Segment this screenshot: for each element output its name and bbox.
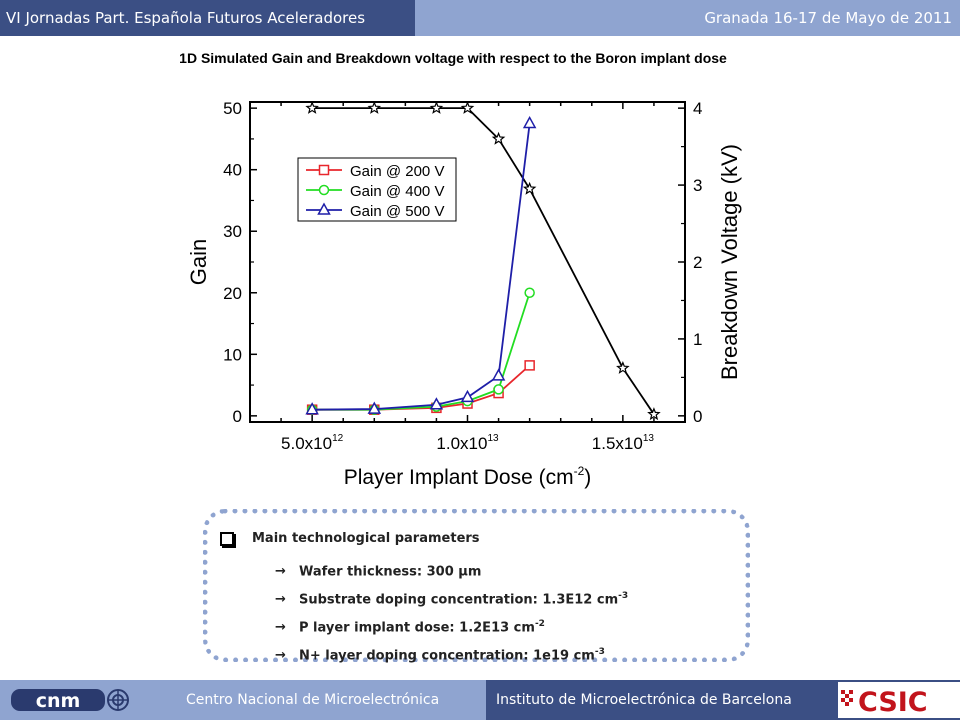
gain-breakdown-chart: 5.0x1012 1.0x1013 1.5x1013 0 10 20 30 40 50 0 1 2 3 4… <box>186 99 742 489</box>
triangle-point <box>491 368 506 381</box>
star-point <box>647 407 661 421</box>
csic-logo-text: CSIC <box>858 687 928 718</box>
y-tick-label: 20 <box>223 284 242 303</box>
star-point <box>305 101 319 114</box>
parameter-item: → Substrate doping concentration: 1.3E12 … <box>220 582 628 610</box>
arrow-right-icon: → <box>275 592 286 608</box>
y-tick-label: 10 <box>223 345 242 364</box>
cnm-logo: cnm <box>11 689 129 712</box>
x-axis-label: Player Implant Dose (cm-2) <box>344 464 592 489</box>
y-axis-label: Gain <box>186 239 211 285</box>
parameter-unit-exponent: -2 <box>534 619 545 629</box>
x-tick-label: 1.5x1013 <box>592 433 655 453</box>
legend-label: Gain @ 200 V <box>350 163 444 180</box>
parameters-heading-label: Main technological parameters <box>252 531 480 546</box>
parameter-item: → Wafer thickness: 300 µm <box>220 554 628 582</box>
y2-axis-label: Breakdown Voltage (kV) <box>717 144 742 380</box>
y-tick-label: 30 <box>223 222 242 241</box>
star-point <box>367 101 382 114</box>
star-point <box>491 131 506 145</box>
y-tick-label: 0 <box>233 407 242 426</box>
parameter-label: P layer implant dose: 1.2E13 cm <box>299 620 535 636</box>
circle-point <box>493 384 504 395</box>
triangle-point <box>305 402 319 415</box>
header-right-date: Granada 16-17 de Mayo de 2011 <box>415 0 960 36</box>
header-bar: VI Jornadas Part. Española Futuros Acele… <box>0 0 960 36</box>
footer-left-label: Centro Nacional de Microelectrónica <box>186 692 440 708</box>
y2-tick-label: 3 <box>693 176 702 195</box>
legend-marker <box>317 202 331 215</box>
y2-tick-label: 2 <box>693 253 702 272</box>
legend-marker <box>318 184 330 196</box>
footer-right: Instituto de Microelectrónica de Barcelo… <box>486 680 960 720</box>
circle-point <box>524 287 535 299</box>
triangle-point <box>429 397 444 410</box>
x-tick-label: 5.0x1012 <box>281 433 344 453</box>
breakdown-voltage-line <box>312 107 655 415</box>
x-tick-label: 1.0x1013 <box>436 433 499 453</box>
footer-right-label: Instituto de Microelectrónica de Barcelo… <box>496 692 792 708</box>
parameter-item: → P layer implant dose: 1.2E13 cm-2 <box>220 610 628 638</box>
y-tick-label: 50 <box>223 99 242 118</box>
parameter-unit-exponent: -3 <box>594 647 605 657</box>
star-point <box>429 101 444 114</box>
arrow-right-icon: → <box>275 564 286 580</box>
y2-tick-label: 0 <box>693 407 702 426</box>
star-point <box>460 101 475 114</box>
arrow-right-icon: → <box>275 620 286 636</box>
star-point <box>616 361 630 374</box>
legend-label: Gain @ 400 V <box>350 183 444 200</box>
legend-marker <box>318 164 330 176</box>
footer-bar: cnm Centro Nacional de Microelectrónica … <box>0 680 960 720</box>
csic-logo: CSIC <box>838 682 960 718</box>
parameter-item: → N+ layer doping concentration: 1e19 cm-… <box>220 638 628 666</box>
parameter-label: N+ layer doping concentration: 1e19 cm <box>299 648 595 664</box>
checkbox-bullet-icon <box>220 531 234 546</box>
star-point <box>522 181 537 195</box>
triangle-point <box>522 115 537 129</box>
legend-label: Gain @ 500 V <box>350 203 444 220</box>
y-tick-label: 40 <box>223 161 242 180</box>
parameter-label: Wafer thickness: 300 µm <box>299 564 482 580</box>
square-point <box>524 360 535 371</box>
y2-tick-label: 1 <box>693 330 702 349</box>
plot-frame <box>249 101 686 423</box>
triangle-point <box>460 389 475 403</box>
arrow-right-icon: → <box>275 648 286 664</box>
cnm-logo-text: cnm <box>36 690 81 712</box>
header-left-title: VI Jornadas Part. Española Futuros Acele… <box>0 0 415 36</box>
parameters-heading: Main technological parameters <box>220 524 628 554</box>
y2-tick-label: 4 <box>693 99 702 118</box>
gain-500-v-line <box>312 123 531 411</box>
triangle-point <box>367 401 382 414</box>
parameter-label: Substrate doping concentration: 1.3E12 c… <box>299 592 619 608</box>
footer-left: cnm Centro Nacional de Microelectrónica <box>0 680 486 720</box>
parameters-list: Main technological parameters → Wafer thi… <box>220 524 628 666</box>
parameters-box: Main technological parameters → Wafer thi… <box>203 509 750 663</box>
slide-title: 1D Simulated Gain and Breakdown voltage … <box>179 50 727 66</box>
parameter-unit-exponent: -3 <box>618 591 629 601</box>
